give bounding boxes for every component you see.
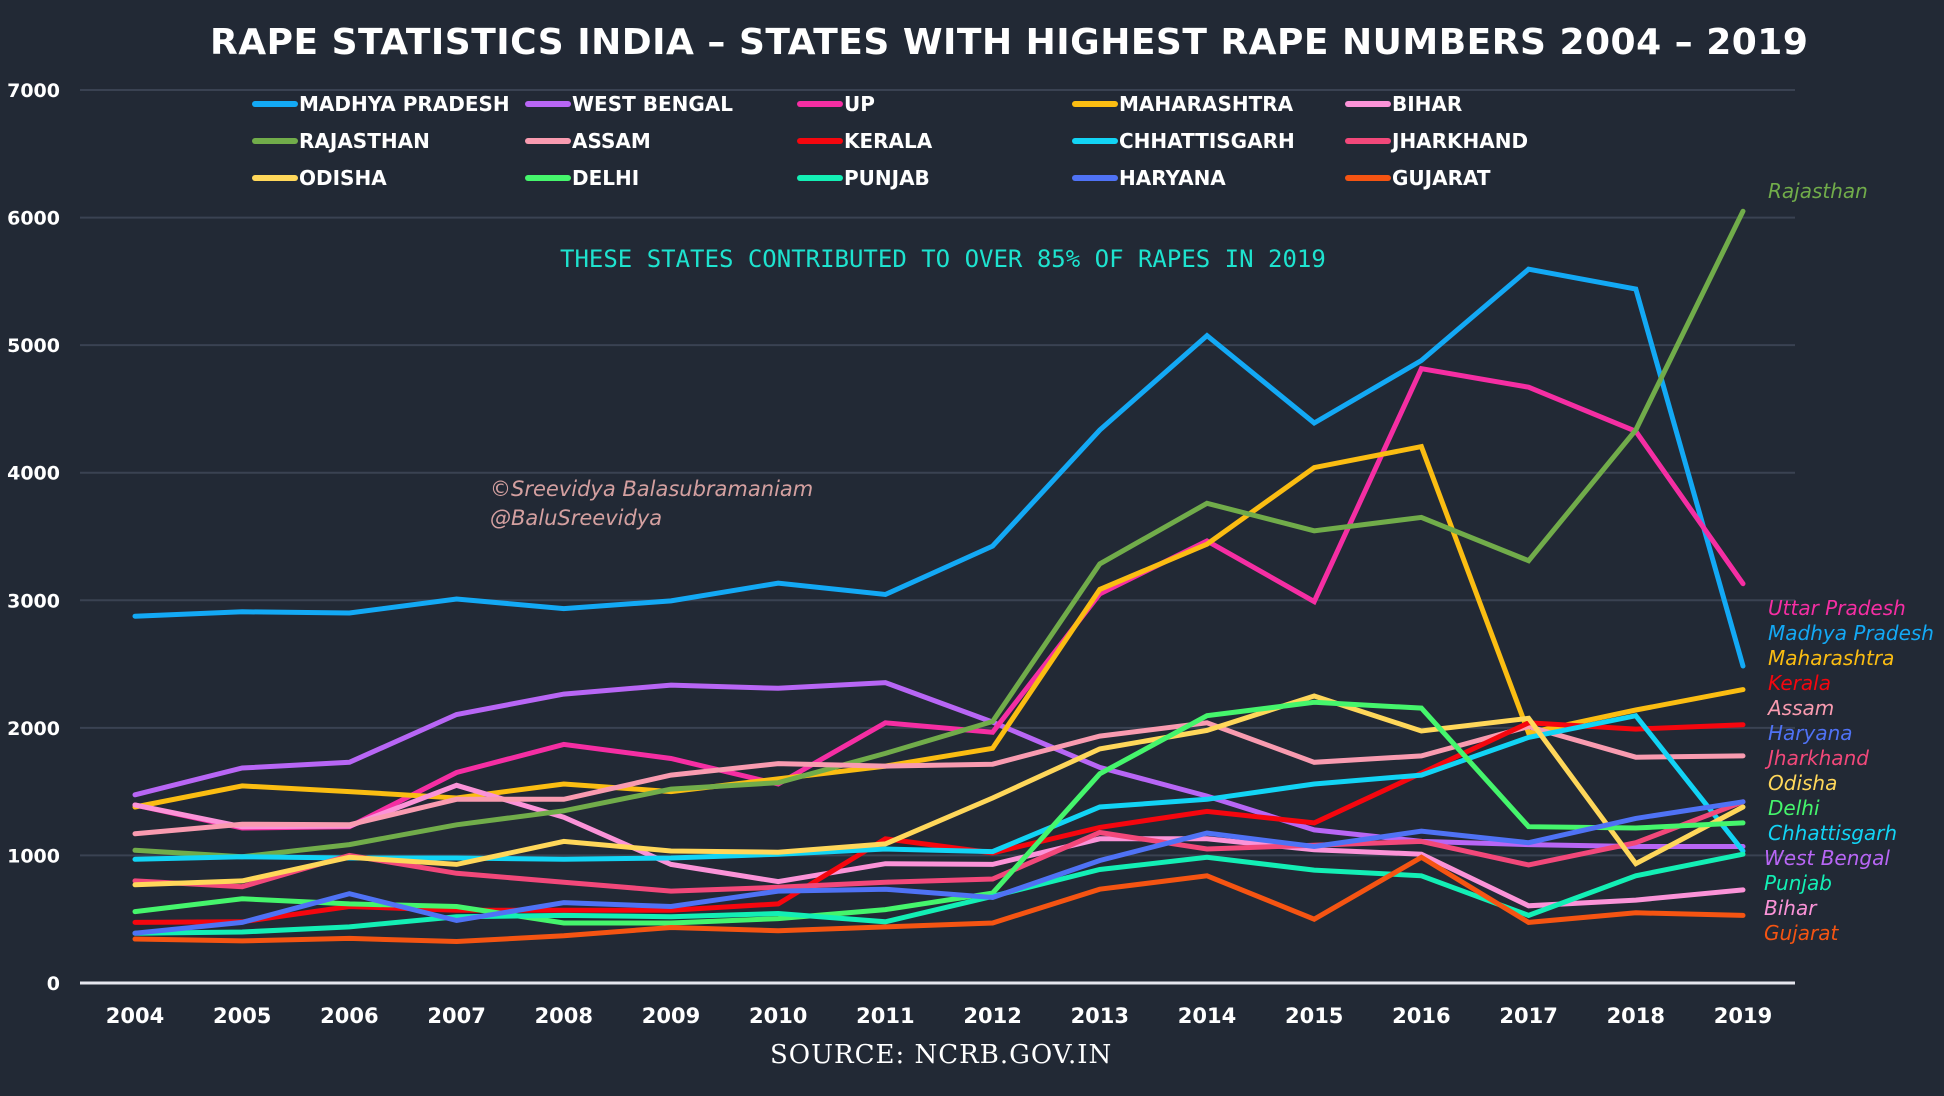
end-label: Punjab <box>1764 871 1832 895</box>
y-tick-label: 6000 <box>7 208 60 230</box>
x-tick-label: 2008 <box>535 1004 593 1028</box>
x-tick-label: 2014 <box>1178 1004 1236 1028</box>
end-label: Uttar Pradesh <box>1768 596 1906 620</box>
x-tick-label: 2004 <box>106 1004 164 1028</box>
end-label: Gujarat <box>1764 921 1839 945</box>
x-tick-label: 2013 <box>1071 1004 1129 1028</box>
x-tick-label: 2011 <box>856 1004 914 1028</box>
series-line-assam <box>132 720 1746 837</box>
x-tick-label: 2010 <box>749 1004 807 1028</box>
end-label: Maharashtra <box>1768 646 1894 670</box>
legend-label: BIHAR <box>1392 92 1462 116</box>
legend-item: PUNJAB <box>797 166 930 190</box>
chart-subtitle: THESE STATES CONTRIBUTED TO OVER 85% OF … <box>560 245 1326 273</box>
end-label: Chhattisgarh <box>1768 821 1897 845</box>
legend-item: DELHI <box>525 166 639 190</box>
y-tick-label: 2000 <box>7 718 60 740</box>
x-tick-label: 2015 <box>1285 1004 1343 1028</box>
x-tick-label: 2005 <box>213 1004 271 1028</box>
series-line-odisha <box>132 693 1746 888</box>
legend-label: PUNJAB <box>844 166 930 190</box>
legend-item: RAJASTHAN <box>252 129 430 153</box>
end-label: Bihar <box>1764 896 1818 920</box>
end-label: Jharkhand <box>1764 746 1869 770</box>
legend-item: JHARKHAND <box>1345 129 1528 153</box>
legend-label: MADHYA PRADESH <box>299 92 510 116</box>
legend-item: CHHATTISGARH <box>1072 129 1295 153</box>
x-tick-label: 2018 <box>1607 1004 1665 1028</box>
legend-item: ASSAM <box>525 129 651 153</box>
y-tick-label: 4000 <box>7 463 60 485</box>
legend-label: MAHARASHTRA <box>1119 92 1294 116</box>
series-line-gujarat <box>132 854 1746 945</box>
series-line-punjab <box>132 851 1746 936</box>
x-tick-label: 2012 <box>963 1004 1021 1028</box>
end-label: Delhi <box>1768 796 1820 820</box>
legend-label: DELHI <box>572 166 639 190</box>
end-label: Odisha <box>1768 771 1837 795</box>
y-tick-label: 7000 <box>7 80 60 102</box>
series-line-rajasthan <box>132 208 1746 860</box>
legend-item: GUJARAT <box>1345 166 1491 190</box>
source-note: SOURCE: NCRB.GOV.IN <box>770 1040 1112 1070</box>
legend-item: UP <box>797 92 875 116</box>
series-line-bihar <box>132 782 1746 909</box>
series-line-haryana <box>132 799 1746 936</box>
legend-item: BIHAR <box>1345 92 1462 116</box>
x-axis: 2004 2005 2006 2007 2008 2009 2010 2011 2012 2013… <box>106 1004 1772 1028</box>
credit-name: ©Sreevidya Balasubramaniam <box>490 477 813 501</box>
series-line-west-bengal <box>132 680 1746 849</box>
end-label: West Bengal <box>1764 846 1890 870</box>
legend-label: UP <box>844 92 875 116</box>
legend-label: JHARKHAND <box>1390 129 1528 153</box>
end-label: Assam <box>1766 696 1834 720</box>
legend-item: MAHARASHTRA <box>1072 92 1294 116</box>
x-tick-label: 2006 <box>320 1004 378 1028</box>
legend-label: WEST BENGAL <box>572 92 733 116</box>
y-tick-label: 3000 <box>7 590 60 612</box>
x-tick-label: 2017 <box>1499 1004 1557 1028</box>
legend-item: HARYANA <box>1072 166 1226 190</box>
series-line-madhya-pradesh <box>132 266 1746 669</box>
x-tick-label: 2016 <box>1392 1004 1450 1028</box>
legend-item: WEST BENGAL <box>525 92 733 116</box>
legend-label: CHHATTISGARH <box>1119 129 1295 153</box>
legend-label: RAJASTHAN <box>299 129 430 153</box>
end-label: Haryana <box>1768 721 1853 745</box>
gridlines <box>80 89 1795 985</box>
legend-label: ASSAM <box>572 129 651 153</box>
legend-label: ODISHA <box>299 166 387 190</box>
end-label: Kerala <box>1768 671 1831 695</box>
legend-label: GUJARAT <box>1392 166 1491 190</box>
y-tick-label: 5000 <box>7 335 60 357</box>
y-axis: 0 1000 2000 3000 4000 5000 6000 7000 <box>7 80 60 995</box>
y-tick-label: 1000 <box>7 845 60 867</box>
series-line-maharashtra <box>132 443 1746 810</box>
series-line-chhattisgarh <box>132 712 1746 862</box>
legend: MADHYA PRADESH WEST BENGAL UP MAHARASHTRA BI… <box>252 92 1528 190</box>
legend-item: ODISHA <box>252 166 387 190</box>
end-label: Rajasthan <box>1768 179 1868 203</box>
legend-label: HARYANA <box>1119 166 1226 190</box>
x-tick-label: 2019 <box>1714 1004 1772 1028</box>
legend-label: KERALA <box>844 129 933 153</box>
x-tick-label: 2009 <box>642 1004 700 1028</box>
x-tick-label: 2007 <box>427 1004 485 1028</box>
series-lines <box>132 208 1746 945</box>
legend-item: KERALA <box>797 129 933 153</box>
chart-title: RAPE STATISTICS INDIA – STATES WITH HIGH… <box>210 22 1808 63</box>
end-label: Madhya Pradesh <box>1768 621 1934 645</box>
y-tick-label: 0 <box>47 973 60 995</box>
legend-item: MADHYA PRADESH <box>252 92 510 116</box>
series-line-up <box>132 365 1746 831</box>
series-line-jharkhand <box>132 799 1746 894</box>
credit-handle: @BaluSreevidya <box>490 506 662 530</box>
